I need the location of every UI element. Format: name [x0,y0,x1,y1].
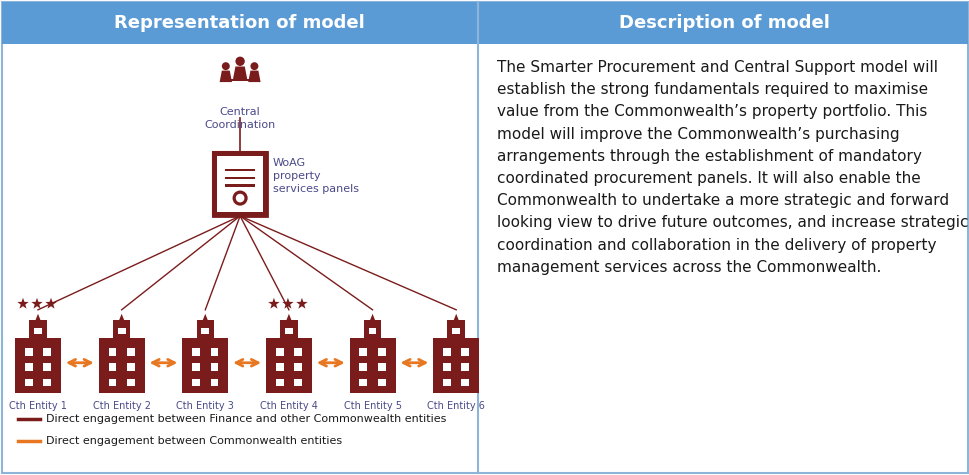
Bar [217,156,263,212]
Text: Direct engagement between Commonwealth entities: Direct engagement between Commonwealth e… [46,436,342,446]
Bar [359,379,367,386]
Bar [378,348,386,356]
Bar [15,338,61,393]
Bar [225,177,255,179]
Bar [461,363,469,371]
Polygon shape [31,298,43,309]
Polygon shape [17,298,29,309]
Polygon shape [203,314,207,321]
Bar [2,2,967,44]
Bar [275,363,283,371]
Bar [109,363,116,371]
Bar [127,363,135,371]
Bar [363,321,381,338]
Polygon shape [296,298,307,309]
Bar [109,348,116,356]
Bar [34,328,42,334]
Bar [210,379,218,386]
Bar [44,379,51,386]
Bar [192,379,200,386]
Bar [266,338,312,393]
Bar [109,379,116,386]
Text: Cth Entity 1: Cth Entity 1 [9,401,67,411]
Text: Description of model: Description of model [618,14,828,32]
Bar [117,328,125,334]
Polygon shape [286,314,292,321]
Bar [127,348,135,356]
Polygon shape [233,66,247,80]
Bar [182,338,228,393]
Bar [461,379,469,386]
Text: Cth Entity 2: Cth Entity 2 [93,401,150,411]
Circle shape [233,190,247,206]
Bar [44,348,51,356]
Bar [368,328,376,334]
Bar [378,363,386,371]
Polygon shape [219,71,232,82]
Text: Cth Entity 3: Cth Entity 3 [176,401,234,411]
Circle shape [235,57,244,66]
Text: Central
Coordination: Central Coordination [204,107,275,130]
Text: Representation of model: Representation of model [113,14,364,32]
Bar [213,152,266,216]
Bar [378,379,386,386]
Polygon shape [369,314,375,321]
Polygon shape [453,314,458,321]
Circle shape [250,62,258,70]
Bar [213,152,266,216]
Text: Cth Entity 5: Cth Entity 5 [343,401,401,411]
Bar [447,321,464,338]
Bar [197,321,214,338]
Polygon shape [46,298,56,309]
Bar [349,338,395,393]
Bar [443,348,451,356]
Bar [225,184,255,187]
Text: Cth Entity 6: Cth Entity 6 [426,401,484,411]
Bar [280,321,297,338]
Bar [112,321,130,338]
Bar [25,348,33,356]
Polygon shape [119,314,124,321]
Bar [433,338,479,393]
Bar [192,348,200,356]
Bar [275,379,283,386]
Text: Cth Entity 4: Cth Entity 4 [260,401,318,411]
Bar [359,363,367,371]
Bar [202,328,209,334]
Polygon shape [248,71,261,82]
Text: The Smarter Procurement and Central Support model will establish the strong fund: The Smarter Procurement and Central Supp… [497,60,968,275]
Bar [461,348,469,356]
Polygon shape [35,314,41,321]
Bar [210,348,218,356]
Bar [294,348,301,356]
Bar [294,379,301,386]
Polygon shape [268,298,279,309]
Bar [192,363,200,371]
Bar [25,363,33,371]
Bar [285,328,293,334]
Bar [443,363,451,371]
Text: Direct engagement between Finance and other Commonwealth entities: Direct engagement between Finance and ot… [46,414,446,424]
Bar [210,363,218,371]
Bar [452,328,459,334]
Text: WoAG
property
services panels: WoAG property services panels [273,158,359,194]
Circle shape [235,194,244,202]
Polygon shape [282,298,294,309]
Bar [99,338,144,393]
Bar [29,321,47,338]
Circle shape [222,62,230,70]
Bar [443,379,451,386]
Bar [127,379,135,386]
Bar [294,363,301,371]
Bar [275,348,283,356]
Bar [225,169,255,171]
Bar [44,363,51,371]
Bar [25,379,33,386]
Bar [220,79,260,81]
Bar [359,348,367,356]
